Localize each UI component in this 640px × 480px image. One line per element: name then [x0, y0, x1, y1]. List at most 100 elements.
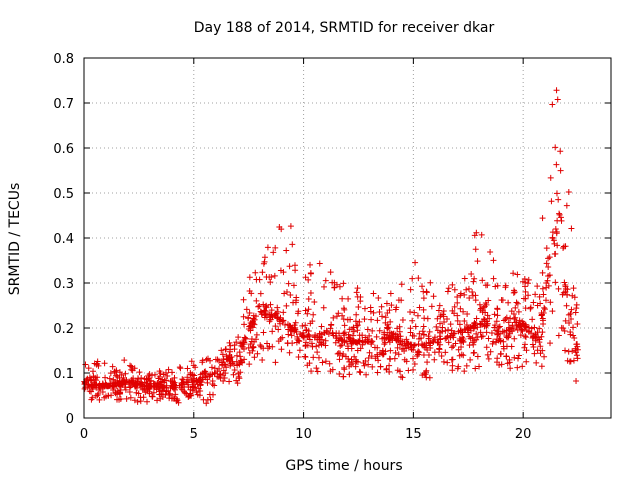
data-point: [352, 318, 359, 325]
data-point: [553, 190, 560, 197]
data-point: [257, 342, 264, 349]
data-point: [573, 352, 580, 359]
data-point: [294, 336, 301, 343]
data-point: [477, 305, 484, 312]
data-point: [525, 328, 532, 335]
data-point: [187, 386, 194, 393]
data-point: [431, 349, 438, 356]
data-point: [472, 365, 479, 372]
data-point: [327, 325, 334, 332]
data-point: [383, 366, 390, 373]
data-point: [256, 303, 263, 310]
data-point: [349, 332, 356, 339]
data-point: [551, 240, 558, 247]
data-point: [437, 335, 444, 342]
data-point: [81, 385, 88, 392]
data-point: [552, 144, 559, 151]
data-point: [237, 359, 244, 366]
data-point: [567, 331, 574, 338]
data-point: [403, 340, 410, 347]
data-point: [320, 329, 327, 336]
data-point: [474, 353, 481, 360]
data-point: [192, 364, 199, 371]
data-point: [299, 333, 306, 340]
data-point: [454, 299, 461, 306]
data-point: [145, 375, 152, 382]
data-point: [241, 334, 248, 341]
data-point: [274, 304, 281, 311]
data-point: [283, 302, 290, 309]
data-point: [493, 318, 500, 325]
data-point: [319, 359, 326, 366]
data-point: [412, 323, 419, 330]
data-point: [169, 378, 176, 385]
data-point: [557, 214, 564, 221]
data-point: [107, 370, 114, 377]
data-point: [386, 329, 393, 336]
data-point: [146, 374, 153, 381]
data-point: [307, 261, 314, 268]
data-point: [127, 394, 134, 401]
data-point: [539, 347, 546, 354]
data-point: [267, 314, 274, 321]
data-point: [573, 341, 580, 348]
data-point: [235, 373, 242, 380]
data-point: [181, 380, 188, 387]
data-point: [483, 344, 490, 351]
data-point: [517, 332, 524, 339]
data-point: [251, 354, 258, 361]
data-point: [386, 339, 393, 346]
data-point: [531, 324, 538, 331]
data-point: [460, 308, 467, 315]
data-point: [106, 375, 113, 382]
data-point: [490, 257, 497, 264]
data-point: [250, 316, 257, 323]
data-point: [246, 274, 253, 281]
data-point: [262, 303, 269, 310]
data-point: [506, 356, 513, 363]
data-point: [365, 361, 372, 368]
data-point: [206, 391, 213, 398]
data-point: [407, 341, 414, 348]
data-point: [443, 335, 450, 342]
data-point: [116, 369, 123, 376]
data-point: [310, 354, 317, 361]
data-point: [264, 340, 271, 347]
data-point: [248, 290, 255, 297]
data-point: [445, 339, 452, 346]
data-point: [421, 342, 428, 349]
data-point: [318, 323, 325, 330]
data-point: [122, 370, 129, 377]
data-point: [436, 346, 443, 353]
data-point: [237, 369, 244, 376]
data-point: [445, 326, 452, 333]
data-point: [398, 297, 405, 304]
data-point: [487, 248, 494, 255]
data-point: [345, 295, 352, 302]
data-point: [257, 290, 264, 297]
data-point: [347, 338, 354, 345]
data-point: [236, 360, 243, 367]
data-point: [235, 334, 242, 341]
data-point: [108, 392, 115, 399]
data-point: [539, 285, 546, 292]
data-point: [341, 366, 348, 373]
data-point: [146, 390, 153, 397]
data-point: [94, 358, 101, 365]
data-point: [482, 309, 489, 316]
data-point: [481, 303, 488, 310]
data-point: [160, 371, 167, 378]
data-point: [561, 279, 568, 286]
data-point: [353, 311, 360, 318]
y-tick-label: 0.2: [53, 322, 74, 337]
data-point: [267, 279, 274, 286]
data-point: [520, 320, 527, 327]
data-point: [407, 286, 414, 293]
data-point: [296, 347, 303, 354]
data-point: [377, 363, 384, 370]
data-point: [336, 356, 343, 363]
data-point: [119, 378, 126, 385]
data-point: [299, 322, 306, 329]
data-point: [415, 341, 422, 348]
data-point: [420, 331, 427, 338]
